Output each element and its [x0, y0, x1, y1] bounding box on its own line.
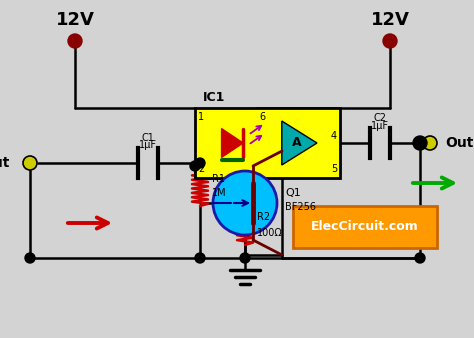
Text: 2: 2 — [198, 164, 204, 174]
Text: 12V: 12V — [371, 11, 410, 29]
Circle shape — [415, 253, 425, 263]
Text: R2: R2 — [257, 213, 270, 222]
Text: C1: C1 — [142, 133, 155, 143]
Text: 4: 4 — [331, 131, 337, 141]
Text: 1μF: 1μF — [139, 140, 157, 150]
Text: 1M: 1M — [212, 189, 227, 198]
Text: ElecCircuit.com: ElecCircuit.com — [311, 220, 419, 234]
Text: 1: 1 — [198, 112, 204, 122]
Text: 1μF: 1μF — [371, 121, 389, 131]
Text: 100Ω: 100Ω — [257, 227, 283, 238]
Circle shape — [195, 158, 205, 168]
Text: 5: 5 — [331, 164, 337, 174]
Circle shape — [423, 136, 437, 150]
Circle shape — [190, 161, 200, 171]
Circle shape — [68, 34, 82, 48]
Text: Q1: Q1 — [285, 188, 301, 198]
FancyBboxPatch shape — [195, 108, 340, 178]
Text: 6: 6 — [259, 112, 265, 122]
Text: IC1: IC1 — [203, 91, 225, 104]
Text: C2: C2 — [374, 113, 386, 123]
Text: Output: Output — [445, 136, 474, 150]
Circle shape — [413, 136, 427, 150]
Circle shape — [25, 253, 35, 263]
FancyBboxPatch shape — [293, 206, 437, 248]
Circle shape — [195, 253, 205, 263]
Text: BF256: BF256 — [285, 202, 316, 212]
Text: R1: R1 — [212, 173, 225, 184]
Text: A: A — [292, 137, 301, 149]
Circle shape — [213, 171, 277, 235]
Circle shape — [240, 253, 250, 263]
Polygon shape — [221, 128, 243, 158]
Circle shape — [383, 34, 397, 48]
Circle shape — [23, 156, 37, 170]
Polygon shape — [282, 121, 317, 165]
Text: 12V: 12V — [55, 11, 94, 29]
Text: Input: Input — [0, 156, 10, 170]
